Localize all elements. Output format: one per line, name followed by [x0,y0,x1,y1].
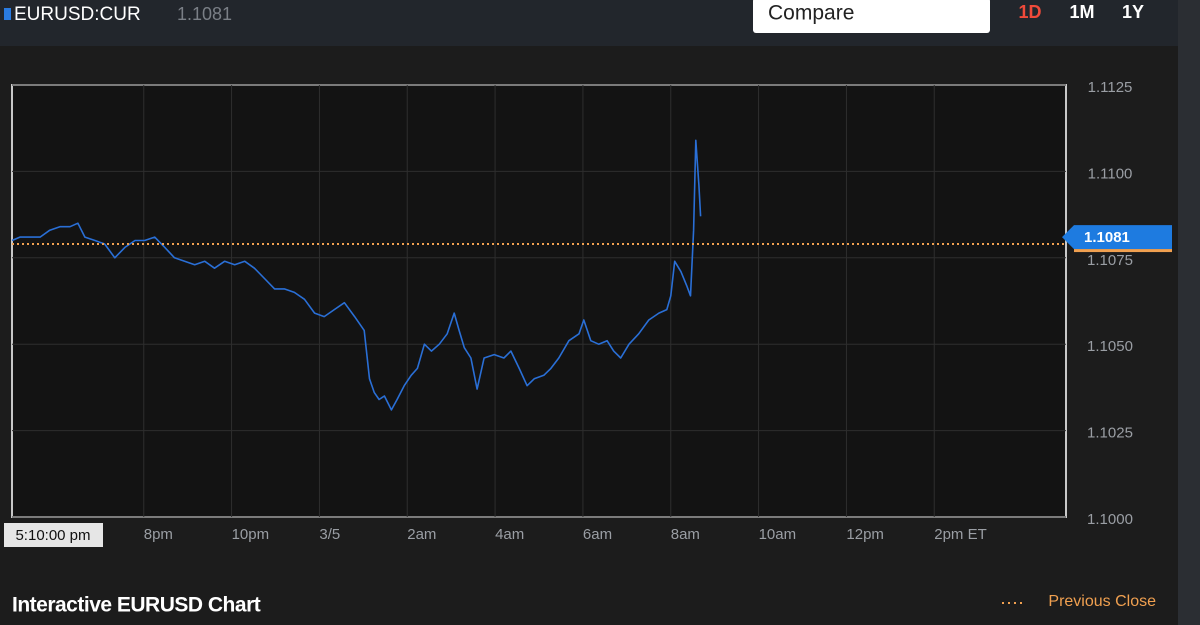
y-tick-label: 1.1125 [1088,79,1133,96]
x-tick-label: 10pm [232,526,270,543]
compare-box[interactable] [753,0,990,33]
y-tick-label: 1.1075 [1087,252,1133,269]
side-edge [1178,0,1200,625]
cursor-time: 5:10:00 pm [15,527,90,544]
last-price-underline [1074,249,1172,253]
x-tick-label: 12pm [846,526,884,543]
price-line [11,139,702,411]
last-price-label: 1.1081 [1084,229,1130,246]
x-tick-label: 4am [495,526,524,543]
series-swatch [4,8,11,20]
x-tick-label: 8am [671,526,700,543]
x-tick-label: 10am [759,526,797,543]
x-tick-label: 2pm ET [934,526,987,543]
compare-label[interactable]: Compare [768,2,854,25]
x-tick-label: 8pm [144,526,173,543]
plot-area [11,84,1067,518]
symbol: EURUSD:CUR [14,4,141,25]
y-tick-label: 1.1050 [1087,338,1133,355]
cursor-time-box [4,523,103,547]
y-tick-label: 1.1100 [1088,165,1133,182]
range-button[interactable]: 1M [1069,2,1094,22]
plot [11,84,1066,518]
last-price-tag [1062,225,1172,250]
range-button[interactable]: 1Y [1122,2,1144,22]
x-tick-label: 6am [583,526,612,543]
y-tick-label: 1.1025 [1087,425,1133,442]
range-button[interactable]: 1D [1018,2,1041,22]
x-tick-label: 2am [407,526,436,543]
footer-title: Interactive EURUSD Chart [12,594,261,617]
legend-label: Previous Close [1048,593,1156,610]
y-tick-label: 1.1000 [1087,511,1133,528]
header-price: 1.1081 [177,4,232,24]
x-tick-label: 3/5 [319,526,340,543]
